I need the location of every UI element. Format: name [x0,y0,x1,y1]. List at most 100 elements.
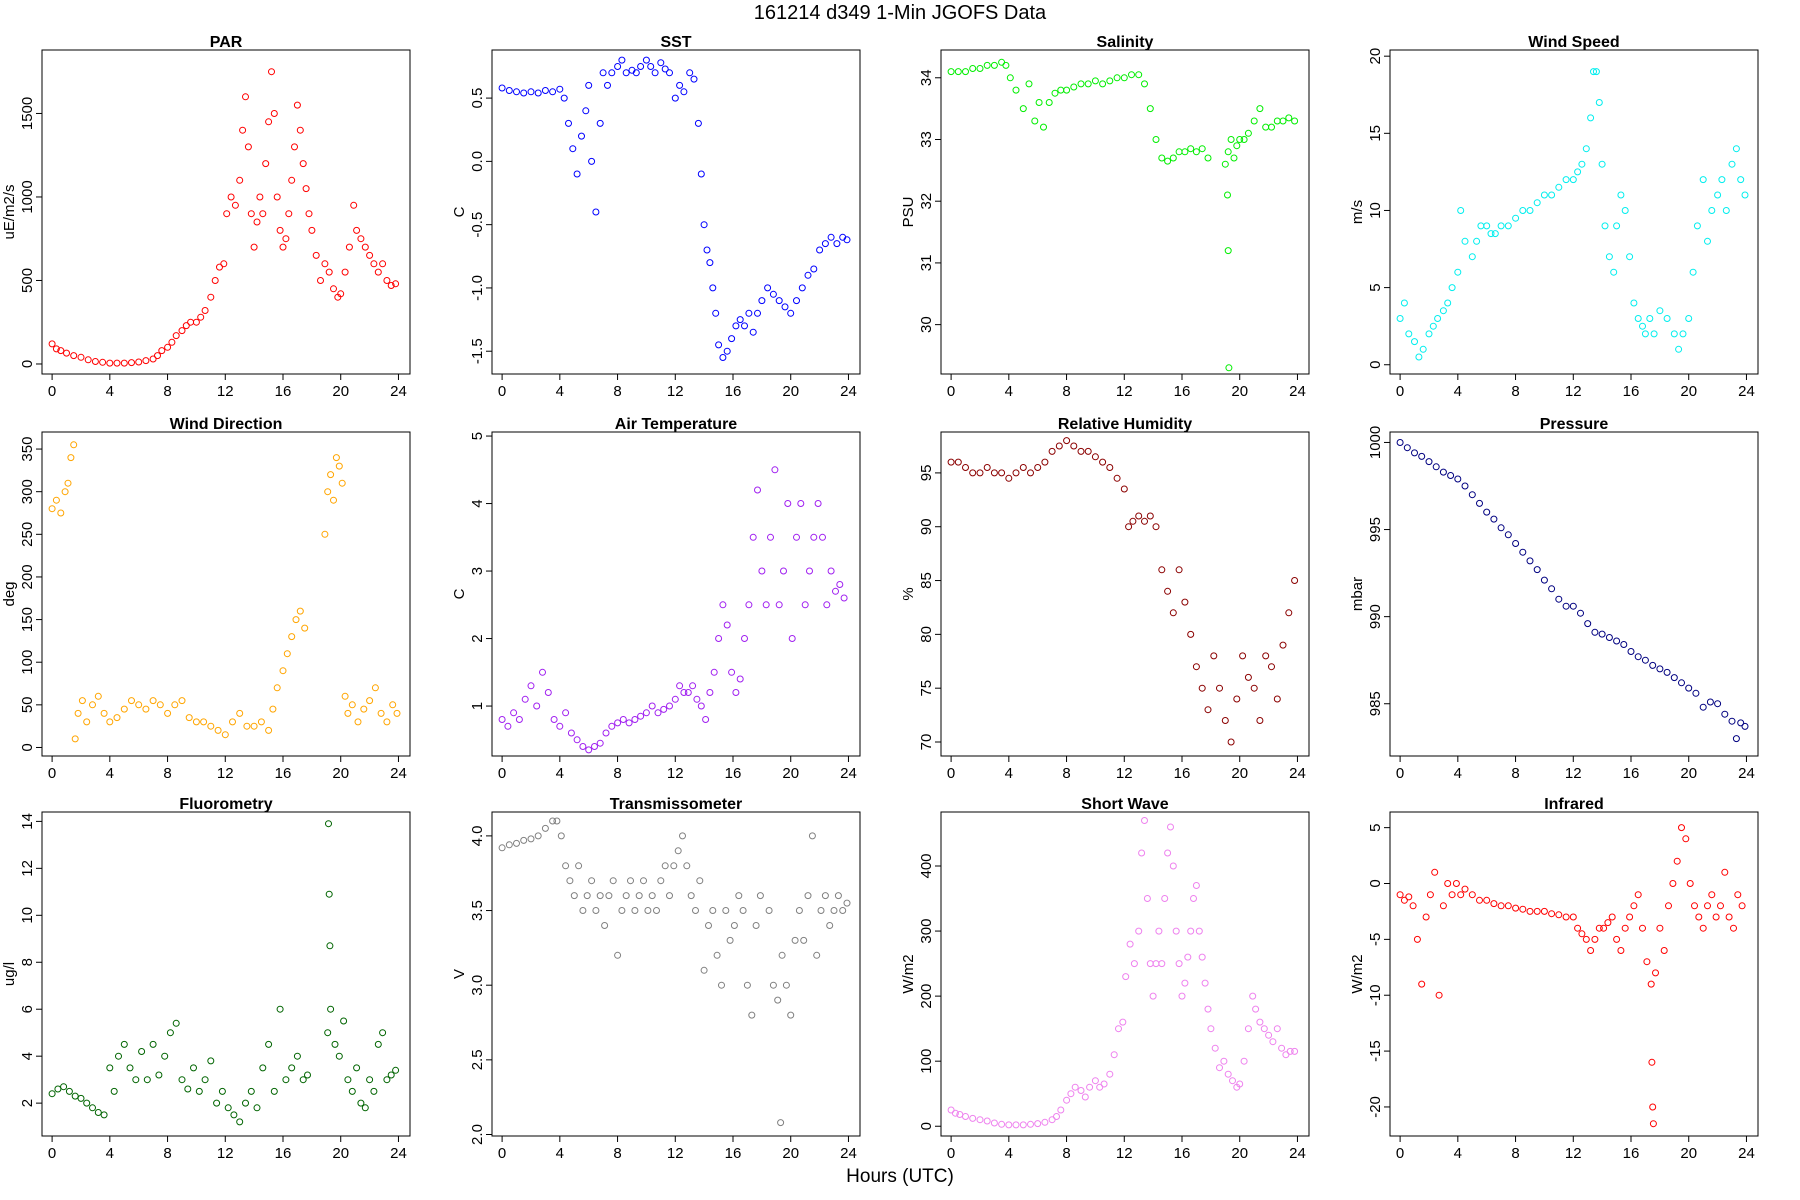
data-point [1198,684,1206,692]
data-point [1721,710,1729,718]
data-point [670,862,678,870]
data-point [1285,609,1293,617]
data-point [1598,160,1606,168]
data-point [998,469,1006,477]
x-tick-label: 16 [275,1145,292,1162]
data-point [954,68,962,76]
y-tick-label: 5 [469,432,486,440]
data-point [213,1099,221,1107]
data-point [1476,499,1483,507]
data-point [1181,979,1189,987]
data-point [357,1099,365,1107]
data-point [840,594,848,602]
data-point [1714,700,1722,708]
data-point [596,119,604,127]
x-tick-label: 16 [1174,383,1191,400]
data-point [570,892,578,900]
panel-title: Infrared [1544,796,1604,813]
data-point [1431,868,1439,876]
data-point [340,1017,348,1025]
data-point [1204,1005,1212,1013]
data-point [1181,598,1189,606]
data-point [1422,913,1430,921]
y-tick-label: 30 [918,316,935,333]
data-point [642,56,650,64]
y-axis-label: uE/m2/s [1,184,18,239]
point-group [1396,439,1749,743]
data-point [795,907,803,914]
data-point [1169,609,1177,617]
data-point [693,695,701,703]
data-point [787,1011,795,1019]
data-point [236,709,244,717]
data-point [1012,86,1020,94]
data-point [578,132,585,140]
data-point [1678,824,1685,832]
data-point [689,682,697,690]
x-tick-label: 20 [782,765,799,782]
x-tick-label: 24 [1289,765,1306,782]
y-tick-label: 2.0 [469,1124,486,1145]
x-tick-label: 0 [48,1145,56,1162]
data-point [332,454,340,462]
data-point [1113,74,1121,82]
y-tick-label: 4.0 [469,825,486,846]
data-point [201,307,209,314]
data-point [622,69,630,77]
data-point [680,689,688,696]
data-point [52,496,60,504]
data-point [800,936,808,944]
data-point [94,692,102,700]
point-group [48,820,400,1126]
data-point [341,692,349,700]
data-point [312,251,320,259]
data-point [324,1029,332,1037]
data-point [207,722,215,730]
data-point [1291,577,1299,584]
data-point [843,236,851,244]
data-point [1106,464,1114,471]
data-point [89,1104,96,1112]
data-point [784,500,792,507]
data-point [149,1040,157,1048]
data-point [549,817,557,825]
data-point [827,567,835,575]
data-point [1091,77,1099,85]
data-point [640,877,647,885]
data-point [1652,969,1659,977]
data-point [106,359,114,367]
y-tick-label: 10 [1367,202,1384,219]
data-point [70,352,78,360]
y-tick-label: 20 [1367,48,1384,65]
data-point [1158,960,1166,968]
data-point [1198,145,1206,153]
data-point [1626,913,1634,921]
data-point [1285,114,1293,122]
data-point [283,650,291,658]
data-point [120,1040,128,1048]
data-point [653,907,660,914]
data-point [705,922,712,929]
data-point [330,496,337,504]
data-point [806,567,813,575]
data-point [702,716,710,723]
data-point [1457,207,1465,214]
data-point [741,322,748,330]
data-point [1198,953,1206,961]
data-point [661,862,669,870]
data-point [1512,904,1520,912]
data-point [1053,1113,1060,1120]
data-point [1548,585,1556,593]
data-point [1221,717,1229,724]
data-point [57,347,65,355]
data-point [1141,817,1148,824]
data-point [1091,1077,1099,1085]
data-point [505,841,513,849]
data-point [1725,913,1733,921]
data-point [330,285,337,293]
panel-transmissometer: Transmissometer 0 4 8 12 16 20 24 2.0 2.5 3.0 3.5 4.… [451,796,861,1162]
x-tick-label: 4 [556,383,564,400]
data-point [172,1019,180,1027]
data-point [71,735,79,743]
